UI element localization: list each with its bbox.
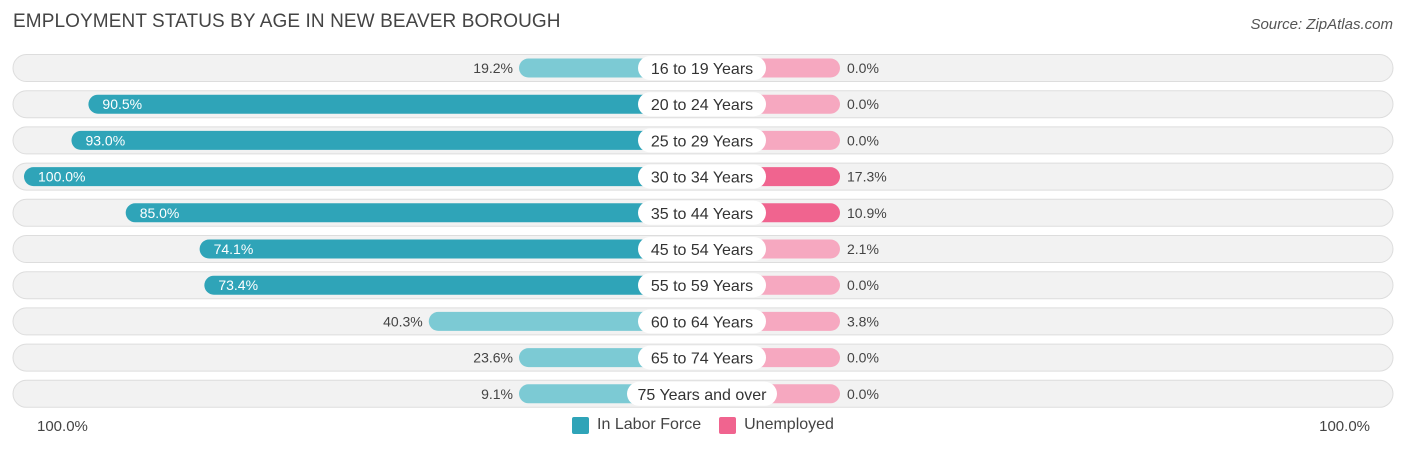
labor-force-bar: [204, 275, 702, 295]
labor-force-bar: [88, 94, 702, 114]
labor-force-value-label: 85.0%: [140, 205, 180, 221]
labor-force-value-label: 90.5%: [102, 96, 142, 112]
labor-force-value-label: 40.3%: [383, 313, 423, 329]
unemployed-value-label: 0.0%: [847, 386, 879, 402]
category-label: 35 to 44 Years: [651, 206, 753, 223]
category-label: 30 to 34 Years: [651, 170, 753, 187]
category-label: 45 to 54 Years: [651, 242, 753, 259]
labor-force-value-label: 19.2%: [473, 60, 513, 76]
unemployed-value-label: 2.1%: [847, 241, 879, 257]
labor-force-value-label: 23.6%: [473, 350, 513, 366]
unemployed-value-label: 0.0%: [847, 96, 879, 112]
labor-force-bar: [24, 167, 702, 187]
axis-right-label: 100.0%: [1319, 418, 1370, 435]
category-label: 55 to 59 Years: [651, 278, 753, 295]
category-pill: [638, 200, 766, 225]
unemployed-value-label: 0.0%: [847, 132, 879, 148]
labor-force-value-label: 74.1%: [214, 241, 254, 257]
category-label: 65 to 74 Years: [651, 351, 753, 368]
category-pill: [638, 128, 766, 153]
legend-label-unemployed: Unemployed: [744, 416, 834, 433]
category-label: 20 to 24 Years: [651, 97, 753, 114]
labor-force-bar: [428, 311, 702, 331]
category-pill: [638, 237, 766, 261]
category-label: 75 Years and over: [638, 387, 768, 404]
category-pill: [638, 273, 766, 298]
labor-force-value-label: 73.4%: [218, 277, 258, 293]
labor-force-bar: [71, 130, 702, 150]
category-label: 60 to 64 Years: [651, 314, 753, 331]
legend: In Labor Force Unemployed: [0, 416, 1406, 434]
category-pill: [638, 309, 766, 334]
source-credit: Source: ZipAtlas.com: [1250, 16, 1393, 33]
legend-item-unemployed: Unemployed: [719, 416, 834, 434]
legend-swatch-labor-force: [572, 416, 590, 434]
category-pill: [627, 381, 777, 406]
legend-label-labor-force: In Labor Force: [597, 416, 702, 433]
category-pill: [638, 92, 766, 117]
category-pill: [638, 56, 766, 80]
unemployed-value-label: 3.8%: [847, 313, 879, 329]
labor-force-value-label: 9.1%: [481, 386, 513, 402]
labor-force-bar: [199, 239, 703, 259]
unemployed-value-label: 0.0%: [847, 350, 879, 366]
category-pill: [638, 345, 766, 370]
unemployed-value-label: 0.0%: [847, 60, 879, 76]
labor-force-value-label: 93.0%: [85, 132, 125, 148]
axis-left-label: 100.0%: [37, 418, 88, 435]
unemployed-value-label: 17.3%: [847, 169, 887, 185]
unemployed-value-label: 0.0%: [847, 277, 879, 293]
legend-item-labor-force: In Labor Force: [572, 416, 701, 434]
category-label: 25 to 29 Years: [651, 133, 753, 150]
category-label: 16 to 19 Years: [651, 61, 753, 78]
labor-force-bar: [125, 203, 702, 223]
chart-title: EMPLOYMENT STATUS BY AGE IN NEW BEAVER B…: [13, 11, 561, 32]
labor-force-value-label: 100.0%: [38, 169, 85, 185]
legend-swatch-unemployed: [719, 416, 737, 434]
category-pill: [638, 164, 766, 189]
unemployed-value-label: 10.9%: [847, 205, 887, 221]
